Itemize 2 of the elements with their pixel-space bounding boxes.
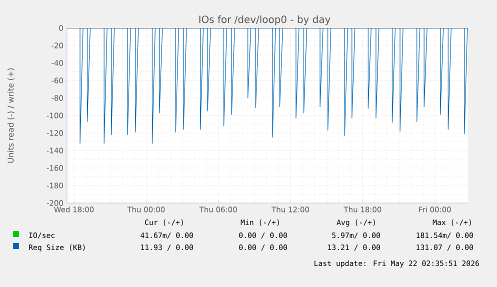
chart-title: IOs for /dev/loop0 - by day	[199, 15, 330, 26]
line-series	[80, 28, 468, 144]
